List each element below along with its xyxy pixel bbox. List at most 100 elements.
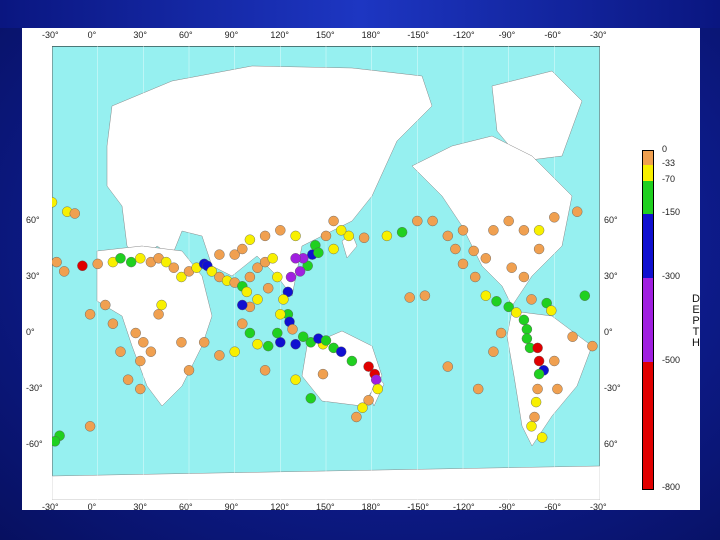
earthquake-marker xyxy=(272,327,283,339)
depth-label: -33 xyxy=(662,157,676,168)
earthquake-marker xyxy=(346,355,358,367)
earthquake-marker xyxy=(320,230,332,242)
earthquake-marker xyxy=(214,350,225,361)
earthquake-marker xyxy=(419,290,431,301)
earthquake-marker xyxy=(503,215,514,227)
earthquake-marker xyxy=(521,324,533,335)
earthquake-marker xyxy=(241,286,253,298)
earthquake-marker xyxy=(125,256,137,268)
longitude-tick-label: 60° xyxy=(179,502,193,512)
earthquake-marker xyxy=(130,327,141,339)
earthquake-marker xyxy=(135,253,146,264)
earthquake-marker xyxy=(412,215,423,227)
latitude-tick-label: 30° xyxy=(26,271,40,281)
greenland-landmass xyxy=(491,70,583,162)
earthquake-marker xyxy=(176,271,187,283)
earthquake-marker xyxy=(537,432,548,443)
earthquake-marker xyxy=(52,197,58,208)
latitude-tick-label: 60° xyxy=(604,439,618,449)
earthquake-marker xyxy=(343,230,354,242)
earthquake-events xyxy=(52,197,598,447)
earthquake-marker xyxy=(518,314,530,326)
earthquake-marker xyxy=(244,234,256,245)
earthquake-marker xyxy=(470,271,481,283)
earthquake-marker xyxy=(214,249,225,260)
longitude-tick-label: -120° xyxy=(453,30,475,40)
earthquake-marker xyxy=(587,340,598,352)
latitude-tick-label: 0° xyxy=(26,327,35,337)
earthquake-marker xyxy=(229,249,240,260)
longitude-tick-label: -30° xyxy=(590,30,607,40)
earthquake-marker xyxy=(198,337,210,348)
earthquake-marker xyxy=(526,294,537,305)
earthquake-marker xyxy=(267,253,278,264)
earthquake-marker xyxy=(168,262,180,273)
earthquake-marker xyxy=(532,383,543,395)
depth-label: -150 xyxy=(662,207,681,218)
earthquake-marker xyxy=(468,245,479,257)
earthquake-marker xyxy=(145,346,157,357)
depth-band xyxy=(643,151,653,165)
earthquake-marker xyxy=(541,297,552,309)
earthquake-marker xyxy=(357,402,368,413)
earthquake-marker xyxy=(549,355,560,367)
longitude-tick-label: 0° xyxy=(87,30,97,40)
earthquake-marker xyxy=(285,271,297,283)
earthquake-marker xyxy=(442,230,453,242)
earthquake-marker xyxy=(290,374,301,385)
earthquake-marker xyxy=(480,253,491,264)
earthquake-marker xyxy=(372,383,383,395)
longitude-tick-label: 150° xyxy=(316,30,335,40)
depth-title-letter: E xyxy=(692,304,700,316)
earthquake-marker xyxy=(567,331,578,342)
earthquake-marker xyxy=(442,361,453,372)
longitude-tick-label: 120° xyxy=(270,502,289,512)
earthquake-marker xyxy=(518,225,530,236)
earthquake-marker xyxy=(262,340,274,352)
earthquake-marker xyxy=(572,206,583,217)
longitude-tick-label: -90° xyxy=(498,30,516,40)
longitude-tick-label: -150° xyxy=(407,502,429,512)
earthquake-marker xyxy=(503,301,514,313)
earthquake-marker xyxy=(363,395,374,406)
longitude-tick-label: -150° xyxy=(407,30,429,40)
longitude-tick-label: 30° xyxy=(133,30,147,40)
earthquake-marker xyxy=(156,299,167,311)
earthquake-marker xyxy=(275,225,286,236)
latitude-tick-label: 30° xyxy=(604,271,618,281)
longitude-tick-label: -30° xyxy=(42,502,59,512)
depth-colorbar xyxy=(642,150,654,490)
depth-label: 0 xyxy=(662,144,668,154)
earthquake-marker xyxy=(287,324,298,335)
latitude-tick-label: -60° xyxy=(26,439,43,449)
earthquake-marker xyxy=(533,368,545,380)
earthquake-marker xyxy=(138,337,149,348)
earthquake-marker xyxy=(107,318,119,329)
longitude-tick-label: 180° xyxy=(361,502,381,512)
longitude-tick-label: -120° xyxy=(453,502,475,512)
longitude-tick-label: -60° xyxy=(544,502,561,512)
longitude-tick-label: 90° xyxy=(224,502,239,512)
earthquake-marker xyxy=(237,299,248,311)
earthquake-marker xyxy=(371,374,382,385)
depth-band xyxy=(643,214,653,278)
slide-header-bar xyxy=(0,0,720,28)
earthquake-marker xyxy=(122,374,134,385)
earthquake-marker xyxy=(495,327,507,339)
earthquake-marker xyxy=(229,346,240,357)
earthquake-marker xyxy=(533,243,545,255)
africa-landmass xyxy=(96,245,213,407)
earthquake-marker xyxy=(259,365,271,376)
earthquake-marker xyxy=(92,258,103,270)
depth-label: -800 xyxy=(662,482,681,492)
earthquake-marker xyxy=(549,212,560,223)
earthquake-marker xyxy=(530,396,542,408)
depth-title-letter: T xyxy=(692,326,700,338)
earthquake-marker xyxy=(84,421,96,432)
earthquake-marker xyxy=(84,309,96,320)
earthquake-marker xyxy=(532,342,543,354)
earthquake-marker xyxy=(404,292,415,303)
earthquake-marker xyxy=(457,258,469,270)
longitude-tick-label: 0° xyxy=(87,502,97,512)
